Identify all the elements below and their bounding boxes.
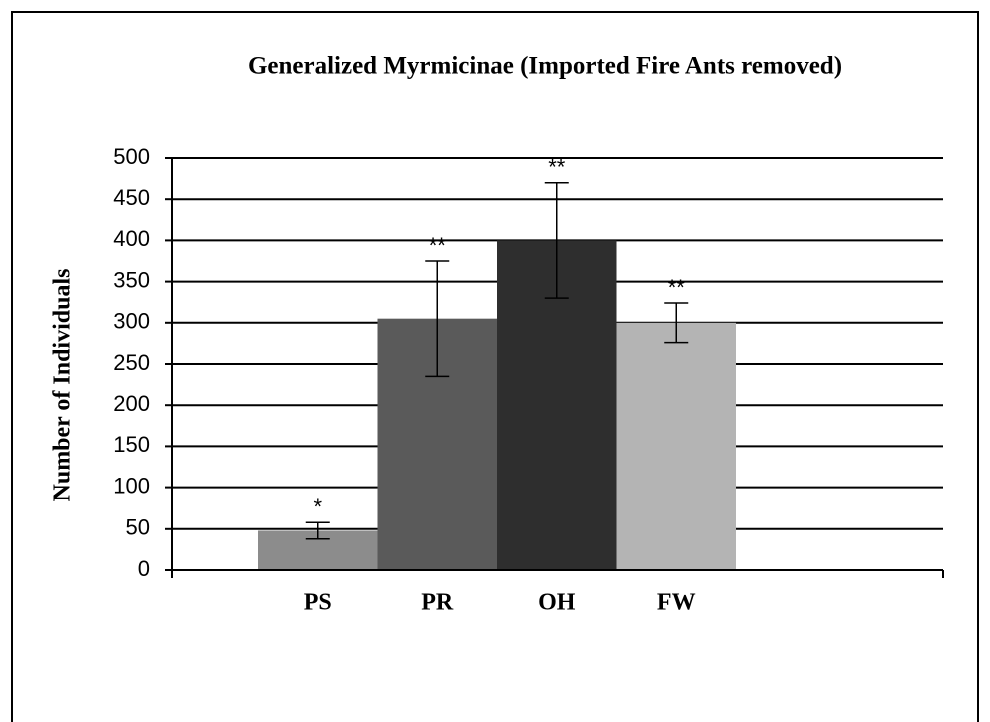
y-tick-label: 200 (113, 391, 150, 416)
y-tick-label: 500 (113, 144, 150, 169)
y-tick-label: 150 (113, 432, 150, 457)
significance-label: * (313, 494, 322, 519)
chart-title: Generalized Myrmicinae (Imported Fire An… (248, 53, 842, 80)
y-tick-label: 300 (113, 309, 150, 334)
y-tick-label: 400 (113, 226, 150, 251)
x-tick-label: FW (657, 590, 696, 616)
frame (11, 11, 979, 722)
x-tick-label: PR (421, 590, 454, 616)
y-tick-label: 100 (113, 473, 150, 498)
y-axis-label: Number of Individuals (50, 269, 76, 502)
significance-label: ** (548, 155, 566, 180)
y-tick-label: 0 (138, 556, 150, 581)
y-tick-label: 50 (126, 515, 150, 540)
significance-label: ** (429, 233, 447, 258)
significance-label: ** (668, 275, 686, 300)
y-tick-label: 450 (113, 185, 150, 210)
y-tick-label: 250 (113, 350, 150, 375)
bar (616, 322, 736, 570)
x-tick-label: OH (538, 590, 576, 616)
y-tick-label: 350 (113, 267, 150, 292)
x-tick-label: PS (304, 590, 332, 616)
